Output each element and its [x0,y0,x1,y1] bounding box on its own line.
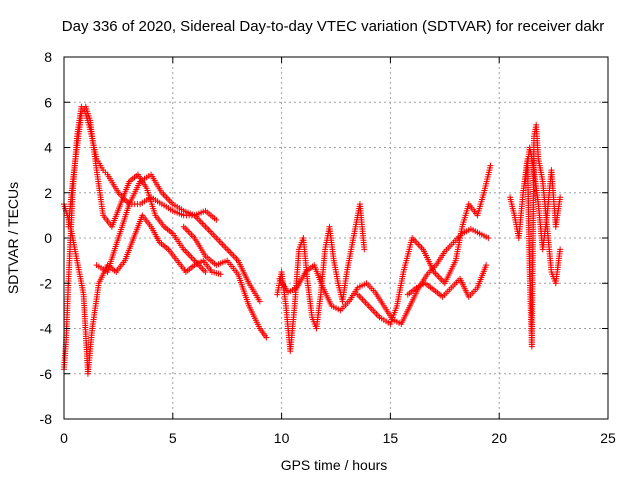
data-points [61,103,564,377]
series-track-i [404,262,490,300]
series-track-h [354,162,494,327]
y-axis-label: SDTVAR / TECUs [5,182,21,294]
x-tick-label: 15 [383,430,399,446]
data-point [487,162,494,169]
grid-lines [64,57,608,419]
series-track-j [507,121,564,350]
y-tick-label: 4 [44,140,52,156]
data-point [557,246,564,253]
chart-title: Day 336 of 2020, Sidereal Day-to-day VTE… [62,18,604,35]
series-track-f [274,201,368,355]
data-point [483,262,490,269]
data-point [485,235,492,241]
data-point [217,271,224,278]
y-tick-label: -4 [40,321,53,337]
series-track-g [276,225,492,327]
x-axis-label: GPS time / hours [281,457,388,473]
x-tick-label: 5 [169,430,177,446]
x-tick-label: 20 [491,430,507,446]
series-track-c [61,201,224,377]
y-tick-label: 2 [44,185,52,201]
data-point [361,246,368,253]
x-tick-label: 0 [60,430,68,446]
y-tick-label: 6 [44,94,52,110]
data-point [202,268,209,275]
data-point [256,298,263,305]
data-point [213,216,220,223]
y-tick-label: -8 [40,411,53,427]
series-track-e [180,223,270,341]
data-point [263,334,270,341]
y-tick-label: 8 [44,49,52,65]
x-tick-label: 25 [600,430,616,446]
axis-ticks: 0 5 10 15 20 25 -8 -6 -4 -2 0 2 4 6 8 [40,49,616,446]
y-tick-label: -2 [40,275,53,291]
y-tick-label: -6 [40,366,53,382]
series-track-k [522,144,564,253]
data-point [557,194,564,201]
series-track-d [93,171,263,305]
x-tick-label: 10 [274,430,290,446]
y-tick-label: 0 [44,230,52,246]
